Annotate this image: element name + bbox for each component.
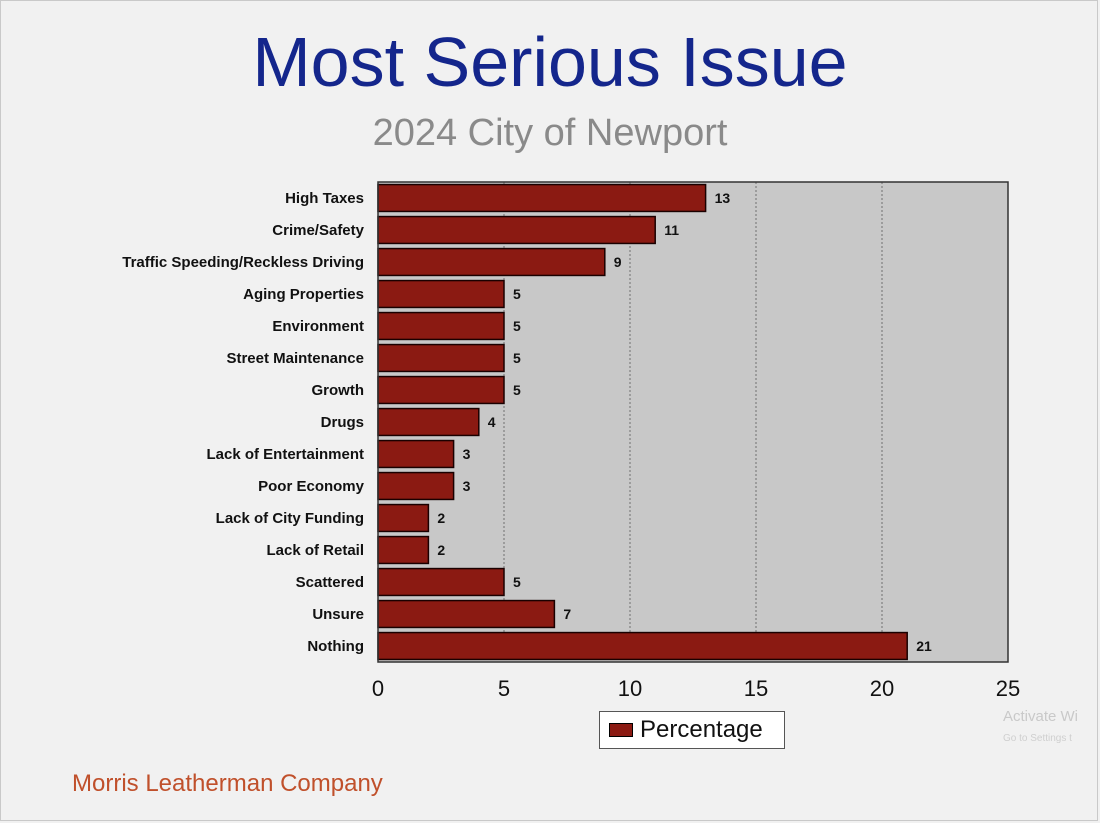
bar xyxy=(377,503,430,533)
bar xyxy=(377,631,908,661)
bar xyxy=(377,311,505,341)
data-label: 5 xyxy=(513,574,521,590)
x-tick-label: 20 xyxy=(870,676,894,701)
bar xyxy=(377,567,505,597)
data-label: 2 xyxy=(437,510,445,526)
bar xyxy=(377,599,556,629)
category-label: High Taxes xyxy=(285,190,364,207)
category-label: Environment xyxy=(272,318,364,335)
bar xyxy=(377,471,455,501)
bar xyxy=(377,183,707,213)
x-tick-label: 25 xyxy=(996,676,1020,701)
category-label: Growth xyxy=(312,382,365,399)
data-label: 3 xyxy=(463,446,471,462)
data-label: 5 xyxy=(513,318,521,334)
legend-swatch xyxy=(609,723,633,737)
category-label: Street Maintenance xyxy=(226,350,364,367)
data-label: 11 xyxy=(664,222,679,238)
data-label: 7 xyxy=(563,606,571,622)
plot-border xyxy=(377,181,1009,663)
category-label: Nothing xyxy=(307,638,364,655)
chart-subtitle: 2024 City of Newport xyxy=(372,112,728,154)
x-tick-label: 10 xyxy=(618,676,642,701)
legend-label: Percentage xyxy=(640,716,763,743)
data-label: 9 xyxy=(614,254,622,270)
category-label: Crime/Safety xyxy=(272,222,364,239)
data-label: 5 xyxy=(513,382,521,398)
company-footer: Morris Leatherman Company xyxy=(72,770,383,797)
chart-title: Most Serious Issue xyxy=(252,23,848,101)
category-label: Drugs xyxy=(321,414,364,431)
data-label: 5 xyxy=(513,350,521,366)
chart-legend: Percentage xyxy=(599,711,785,749)
data-label: 5 xyxy=(513,286,521,302)
category-label: Aging Properties xyxy=(243,286,364,303)
bar xyxy=(377,439,455,469)
x-tick-label: 0 xyxy=(372,676,384,701)
bar xyxy=(377,535,430,565)
category-label: Unsure xyxy=(312,606,364,623)
bar xyxy=(377,375,505,405)
category-label: Lack of Entertainment xyxy=(206,446,364,463)
bar xyxy=(377,279,505,309)
category-label: Poor Economy xyxy=(258,478,365,495)
bar xyxy=(377,247,606,277)
category-label: Traffic Speeding/Reckless Driving xyxy=(122,254,364,271)
category-label: Lack of Retail xyxy=(266,542,364,559)
bar xyxy=(377,215,656,245)
x-tick-label: 15 xyxy=(744,676,768,701)
data-label: 3 xyxy=(463,478,471,494)
data-label: 4 xyxy=(488,414,496,430)
activation-watermark: Activate Wi xyxy=(1003,708,1079,725)
category-label: Scattered xyxy=(296,574,364,591)
x-tick-label: 5 xyxy=(498,676,510,701)
category-label: Lack of City Funding xyxy=(216,510,364,527)
bar xyxy=(377,407,480,437)
data-label: 13 xyxy=(715,190,731,206)
bar xyxy=(377,343,505,373)
activation-watermark-sub: Go to Settings t xyxy=(1003,733,1072,744)
data-label: 2 xyxy=(437,542,445,558)
data-label: 21 xyxy=(916,638,932,654)
